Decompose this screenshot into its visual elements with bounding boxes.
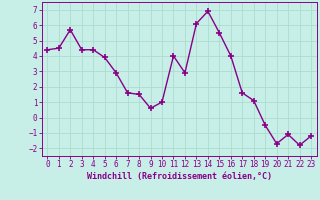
X-axis label: Windchill (Refroidissement éolien,°C): Windchill (Refroidissement éolien,°C) — [87, 172, 272, 181]
